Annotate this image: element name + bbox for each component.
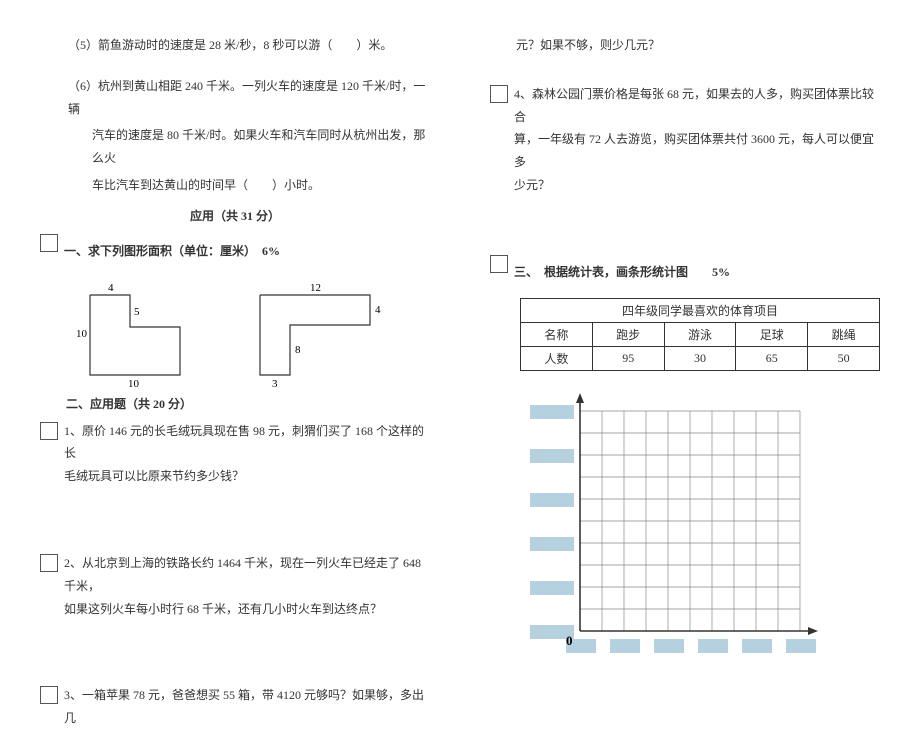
question-6-line1: （6）杭州到黄山相距 240 千米。一列火车的速度是 120 千米/时，一辆 bbox=[40, 75, 430, 121]
fig1-label-left: 10 bbox=[76, 328, 88, 340]
svg-text:0: 0 bbox=[566, 633, 573, 648]
table-data-row: 人数 95 30 65 50 bbox=[521, 346, 880, 370]
td-4: 50 bbox=[808, 346, 880, 370]
checkbox-sec3[interactable] bbox=[490, 255, 508, 273]
right-column: 元？如果不够，则少几元？ 4、森林公园门票价格是每张 68 元，如果去的人多，购… bbox=[460, 0, 920, 650]
td-2: 30 bbox=[664, 346, 736, 370]
th-2: 游泳 bbox=[664, 322, 736, 346]
problem2-line1: 2、从北京到上海的铁路长约 1464 千米，现在一列火车已经走了 648 千米， bbox=[64, 552, 430, 598]
problem4-line3: 少元？ bbox=[514, 174, 880, 197]
th-3: 足球 bbox=[736, 322, 808, 346]
problem1-line1: 1、原价 146 元的长毛绒玩具现在售 98 元，刺猬们买了 168 个这样的长 bbox=[64, 420, 430, 466]
fig1-label-bottom: 10 bbox=[128, 378, 140, 387]
figure-1: 4 5 10 10 bbox=[70, 277, 200, 387]
table-header-row: 名称 跑步 游泳 足球 跳绳 bbox=[521, 322, 880, 346]
fig2-label-top: 12 bbox=[310, 282, 321, 294]
problem4-line1: 4、森林公园门票价格是每张 68 元，如果去的人多，购买团体票比较合 bbox=[514, 83, 880, 129]
th-1: 跑步 bbox=[592, 322, 664, 346]
th-0: 名称 bbox=[521, 322, 593, 346]
figures-row: 4 5 10 10 12 4 8 3 bbox=[70, 277, 430, 387]
checkbox-p2[interactable] bbox=[40, 554, 58, 572]
td-3: 65 bbox=[736, 346, 808, 370]
problem2-line2: 如果这列火车每小时行 68 千米，还有几小时火车到达终点？ bbox=[64, 598, 430, 621]
checkbox-sec1[interactable] bbox=[40, 234, 58, 252]
question-5: （5）箭鱼游动时的速度是 28 米/秒，8 秒可以游（ ）米。 bbox=[40, 34, 430, 57]
figure-2: 12 4 8 3 bbox=[240, 277, 390, 387]
stats-table: 四年级同学最喜欢的体育项目 名称 跑步 游泳 足球 跳绳 人数 95 30 65… bbox=[520, 298, 880, 371]
td-1: 95 bbox=[592, 346, 664, 370]
apply-section-title: 应用（共 31 分） bbox=[40, 207, 430, 224]
td-0: 人数 bbox=[521, 346, 593, 370]
problem1-line2: 毛绒玩具可以比原来节约多少钱？ bbox=[64, 465, 430, 488]
left-column: （5）箭鱼游动时的速度是 28 米/秒，8 秒可以游（ ）米。 （6）杭州到黄山… bbox=[0, 0, 460, 650]
checkbox-p4[interactable] bbox=[490, 85, 508, 103]
bar-chart-grid: 0 bbox=[520, 391, 880, 691]
fig1-label-top: 4 bbox=[108, 282, 114, 294]
table-title: 四年级同学最喜欢的体育项目 bbox=[521, 298, 880, 322]
question-6-line2: 汽车的速度是 80 千米/时。如果火车和汽车同时从杭州出发，那么火 bbox=[40, 124, 430, 170]
section1-title: 一、求下列图形面积（单位：厘米） 6% bbox=[64, 240, 430, 263]
fig2-label-right-upper: 4 bbox=[375, 304, 381, 316]
fig2-label-left-mid: 8 bbox=[295, 344, 301, 356]
checkbox-p1[interactable] bbox=[40, 422, 58, 440]
problem3-cont: 元？如果不够，则少几元？ bbox=[490, 34, 880, 57]
checkbox-p3[interactable] bbox=[40, 686, 58, 704]
section3-title: 三、 根据统计表，画条形统计图 5% bbox=[514, 261, 880, 284]
th-4: 跳绳 bbox=[808, 322, 880, 346]
problem4-line2: 算，一年级有 72 人去游览，购买团体票共付 3600 元，每人可以便宜多 bbox=[514, 128, 880, 174]
section2-title: 二、应用题（共 20 分） bbox=[66, 395, 430, 412]
fig2-label-bottom: 3 bbox=[272, 378, 278, 387]
fig1-label-right-upper: 5 bbox=[134, 306, 140, 318]
problem3-line1: 3、一箱苹果 78 元，爸爸想买 55 箱，带 4120 元够吗？如果够，多出几 bbox=[64, 684, 430, 730]
question-6-line3: 车比汽车到达黄山的时间早（ ）小时。 bbox=[40, 174, 430, 197]
